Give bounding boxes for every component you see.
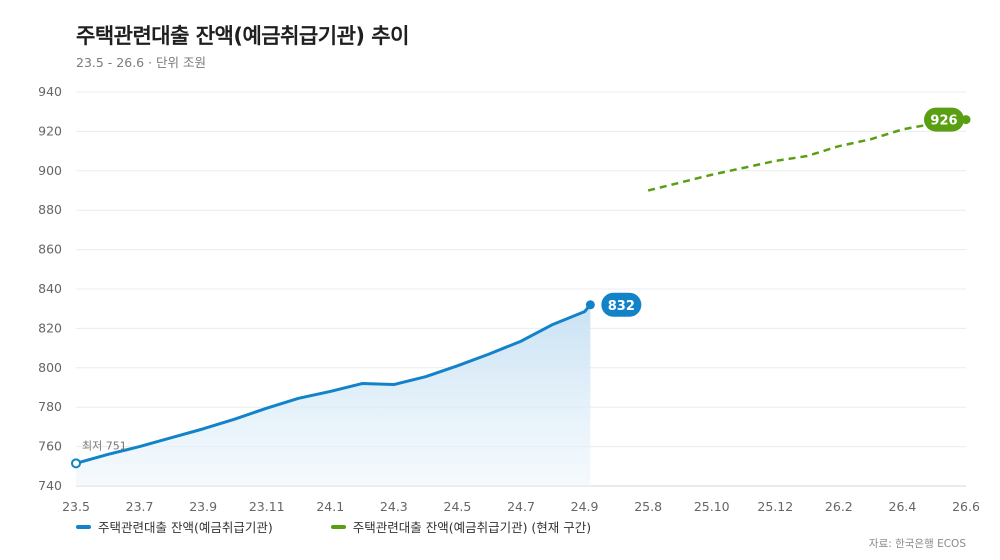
x-tick-label: 24.9 [571, 499, 599, 514]
x-tick-label: 25.10 [694, 499, 730, 514]
chart-title: 주택관련대출 잔액(예금취급기관) 추이 [76, 24, 409, 48]
series-line-projection [647, 118, 967, 192]
x-tick-label: 23.11 [249, 499, 285, 514]
y-tick-label: 900 [38, 163, 62, 178]
min-value-label: 최저 751 [82, 439, 127, 452]
legend-label-projection: 주택관련대출 잔액(예금취급기관) (현재 구간) [352, 520, 592, 535]
legend-swatch-projection [330, 524, 346, 529]
x-axis-ticks: 23.5 23.7 23.9 23.11 24.1 24.3 24.5 24.7 24.9 25.… [62, 499, 980, 514]
x-tick-label: 24.7 [507, 499, 535, 514]
end-value-label-actual-bg [601, 292, 642, 317]
x-tick-label: 23.9 [189, 499, 217, 514]
y-tick-label: 740 [38, 478, 62, 493]
end-point-marker-actual [585, 300, 595, 310]
y-tick-label: 940 [38, 84, 62, 99]
min-point-marker [71, 458, 81, 469]
series-group [71, 115, 971, 486]
end-value-label-actual: 832 [608, 299, 635, 314]
series-line-actual [74, 303, 592, 465]
y-tick-label: 840 [38, 281, 62, 296]
end-value-label-projection-bg [924, 107, 964, 132]
annotation-group: 최저 751 832 926 [82, 107, 964, 452]
x-tick-label: 26.4 [889, 499, 917, 514]
y-tick-label: 780 [38, 399, 62, 414]
y-tick-label: 820 [38, 320, 62, 335]
legend-item-projection: 주택관련대출 잔액(예금취급기관) (현재 구간) [330, 517, 592, 536]
legend-item-actual: 주택관련대출 잔액(예금취급기관) [76, 517, 273, 536]
area-fill-actual [76, 304, 591, 486]
x-tick-label: 24.3 [380, 499, 408, 514]
y-tick-label: 860 [38, 242, 62, 257]
x-tick-label: 23.5 [62, 499, 90, 514]
source-note: 자료: 한국은행 ECOS [868, 538, 966, 550]
legend-label-actual: 주택관련대출 잔액(예금취급기관) [98, 520, 273, 535]
x-tick-label: 26.2 [825, 499, 853, 514]
y-tick-label: 800 [38, 360, 62, 375]
y-tick-label: 880 [38, 202, 62, 217]
x-tick-label: 23.7 [126, 499, 154, 514]
x-tick-label: 24.1 [316, 499, 344, 514]
x-tick-label: 24.5 [444, 499, 472, 514]
chart-subtitle: 23.5 - 26.6 · 단위 조원 [76, 55, 207, 70]
x-tick-label: 25.12 [757, 499, 793, 514]
y-tick-label: 760 [38, 439, 62, 454]
legend: 주택관련대출 잔액(예금취급기관) 주택관련대출 잔액(예금취급기관) (현재 … [76, 517, 649, 536]
x-tick-label: 26.6 [952, 499, 980, 514]
y-tick-label: 920 [38, 123, 62, 138]
end-value-label-projection: 926 [930, 114, 957, 129]
legend-swatch-actual [76, 524, 91, 529]
y-axis-ticks: 740 760 780 800 820 840 860 880 900 920 940 [38, 84, 62, 493]
x-tick-label: 25.8 [634, 499, 662, 514]
